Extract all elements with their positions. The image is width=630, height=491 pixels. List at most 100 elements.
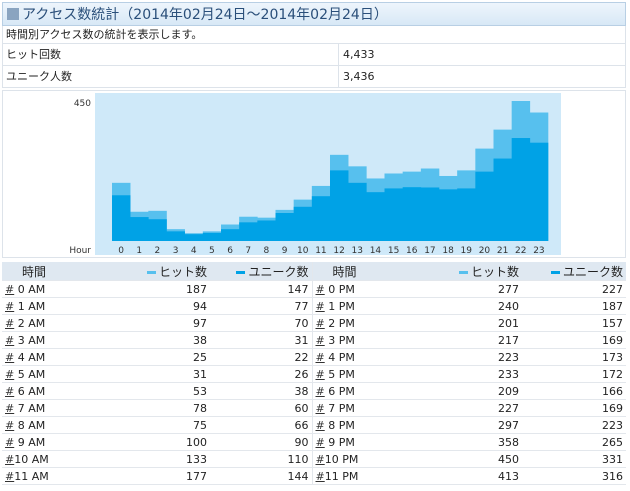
unique-bar — [293, 206, 313, 241]
table-row: #10 AM 133 110 #10 PM 450 331 — [2, 450, 626, 468]
x-tick-label: 23 — [533, 246, 544, 256]
unique-cell: 90 — [210, 433, 313, 451]
stat-row-hits: ヒット回数 4,433 — [2, 44, 626, 66]
hits-cell: 233 — [436, 365, 522, 383]
unique-bar — [366, 192, 385, 241]
unique-cell: 31 — [210, 331, 313, 349]
row-anchor-link[interactable]: # — [315, 350, 325, 364]
row-anchor-link[interactable]: # — [5, 282, 15, 296]
unique-cell: 227 — [522, 280, 626, 298]
unique-bar — [112, 195, 131, 241]
unique-cell: 223 — [522, 416, 626, 434]
row-anchor-link[interactable]: # — [315, 452, 325, 466]
hits-cell: 78 — [124, 399, 210, 417]
page-title-bar: アクセス数統計（2014年02月24日～2014年02月24日） — [2, 2, 626, 26]
x-tick-label: 21 — [497, 246, 508, 256]
row-anchor-link[interactable]: # — [5, 350, 15, 364]
row-anchor-link[interactable]: # — [315, 282, 325, 296]
unique-bar — [348, 182, 367, 241]
hits-cell: 358 — [436, 433, 522, 451]
row-anchor-link[interactable]: # — [315, 316, 325, 330]
unique-bar — [202, 232, 222, 241]
row-anchor-link[interactable]: # — [5, 367, 15, 381]
x-tick-label: 4 — [191, 246, 197, 256]
page-description: 時間別アクセス数の統計を表示します。 — [2, 26, 626, 44]
unique-cell: 172 — [522, 365, 626, 383]
row-anchor-link[interactable]: # — [5, 384, 15, 398]
stat-value: 4,433 — [343, 48, 375, 61]
row-anchor-link[interactable]: # — [315, 384, 325, 398]
time-cell: # 1 PM — [312, 297, 436, 315]
time-cell: # 3 AM — [2, 331, 124, 349]
hits-cell: 297 — [436, 416, 522, 434]
unique-cell: 144 — [210, 467, 313, 485]
time-cell: # 9 AM — [2, 433, 124, 451]
time-label: 11 AM — [14, 469, 49, 483]
hits-cell: 217 — [436, 331, 522, 349]
hits-cell: 94 — [124, 297, 210, 315]
unique-bar — [420, 187, 440, 241]
hits-cell: 133 — [124, 450, 210, 468]
header-hits: ヒット数 — [124, 262, 210, 281]
hits-cell: 187 — [124, 280, 210, 298]
hits-cell: 227 — [436, 399, 522, 417]
hits-cell: 223 — [436, 348, 522, 366]
hits-cell: 413 — [436, 467, 522, 485]
table-row: # 0 AM 187 147 # 0 PM 277 227 — [2, 280, 626, 298]
table-row: # 1 AM 94 77 # 1 PM 240 187 — [2, 297, 626, 315]
time-label: 9 PM — [324, 435, 355, 449]
stat-label: ヒット回数 — [3, 44, 339, 65]
row-anchor-link[interactable]: # — [5, 333, 15, 347]
unique-bar — [166, 231, 185, 241]
row-anchor-link[interactable]: # — [5, 316, 15, 330]
unique-bar — [475, 171, 494, 241]
row-anchor-link[interactable]: # — [315, 469, 325, 483]
hits-legend-icon — [146, 270, 156, 274]
time-cell: # 9 PM — [312, 433, 436, 451]
row-anchor-link[interactable]: # — [315, 367, 325, 381]
x-tick-label: 3 — [173, 246, 179, 256]
time-label: 6 AM — [14, 384, 46, 398]
unique-cell: 60 — [210, 399, 313, 417]
time-label: 7 AM — [14, 401, 46, 415]
hits-cell: 97 — [124, 314, 210, 332]
row-anchor-link[interactable]: # — [315, 333, 325, 347]
x-tick-label: 16 — [406, 246, 418, 256]
row-anchor-link[interactable]: # — [5, 418, 15, 432]
time-cell: #11 PM — [312, 467, 436, 485]
row-anchor-link[interactable]: # — [315, 401, 325, 415]
hourly-access-chart: 450 Hour 0 1 2 3 4 5 6 7 8 9 10 11 12 13 14 15 16 17 18 19 2… — [69, 93, 561, 256]
unique-bar — [330, 170, 349, 241]
title-square-icon — [7, 8, 19, 20]
stat-row-unique: ユニーク人数 3,436 — [2, 66, 626, 88]
unique-cell: 77 — [210, 297, 313, 315]
row-anchor-link[interactable]: # — [315, 299, 325, 313]
row-anchor-link[interactable]: # — [5, 401, 15, 415]
time-cell: # 0 AM — [2, 280, 124, 298]
row-anchor-link[interactable]: # — [5, 435, 15, 449]
time-cell: # 4 AM — [2, 348, 124, 366]
x-tick-label: 18 — [442, 246, 454, 256]
time-label: 10 PM — [324, 452, 359, 466]
table-row: # 8 AM 75 66 # 8 PM 297 223 — [2, 416, 626, 434]
time-cell: # 2 PM — [312, 314, 436, 332]
unique-bar — [130, 217, 149, 241]
row-anchor-link[interactable]: # — [5, 469, 15, 483]
unique-cell: 331 — [522, 450, 626, 468]
row-anchor-link[interactable]: # — [5, 299, 15, 313]
table-row: # 4 AM 25 22 # 4 PM 223 173 — [2, 348, 626, 366]
time-label: 9 AM — [14, 435, 46, 449]
unique-cell: 110 — [210, 450, 313, 468]
table-row: # 9 AM 100 90 # 9 PM 358 265 — [2, 433, 626, 451]
header-unique: ユニーク数 — [210, 262, 313, 281]
x-tick-label: 17 — [424, 246, 435, 256]
row-anchor-link[interactable]: # — [5, 452, 15, 466]
hits-cell: 25 — [124, 348, 210, 366]
unique-legend-icon — [550, 270, 560, 274]
unique-bar — [402, 187, 422, 241]
hits-cell: 53 — [124, 382, 210, 400]
table-row: # 6 AM 53 38 # 6 PM 209 166 — [2, 382, 626, 400]
row-anchor-link[interactable]: # — [315, 418, 325, 432]
row-anchor-link[interactable]: # — [315, 435, 325, 449]
table-header-row: 時間 ヒット数 ユニーク数 時間 ヒット数 ユニーク数 — [2, 262, 626, 281]
